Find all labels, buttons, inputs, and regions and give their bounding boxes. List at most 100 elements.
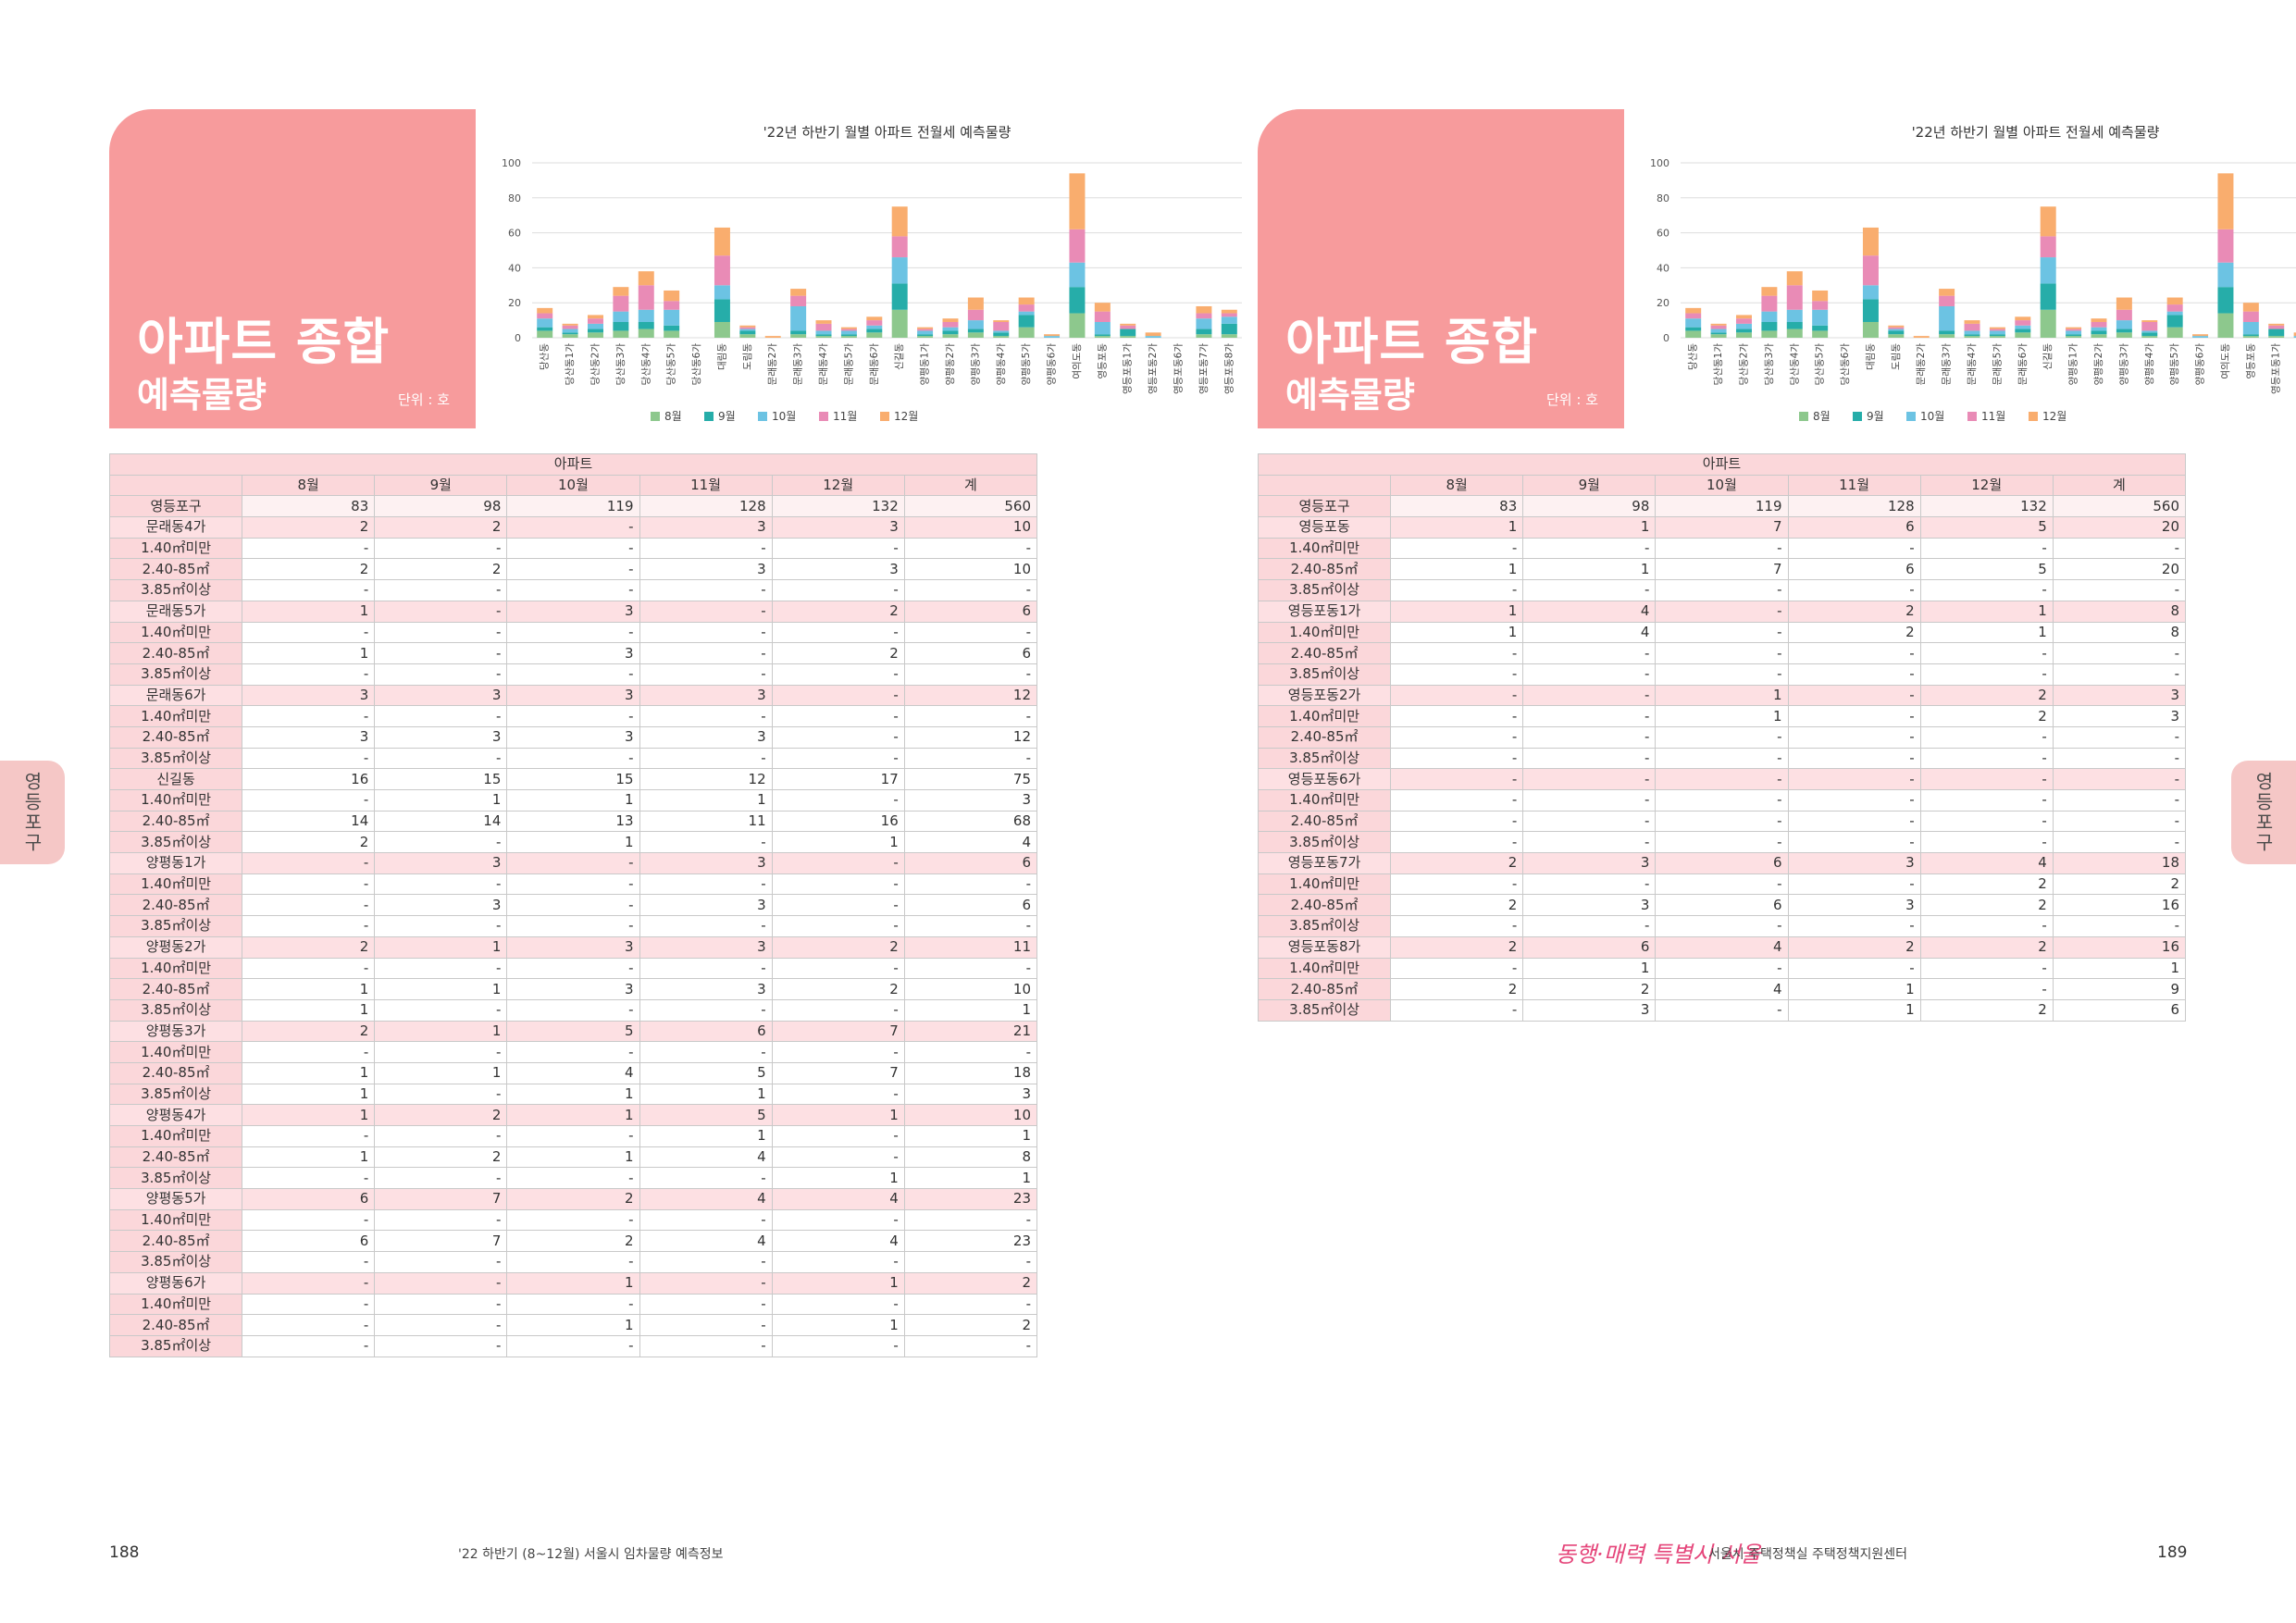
row-label: 신길동	[108, 768, 243, 790]
cell-value: -	[374, 642, 508, 664]
cell-value: -	[374, 579, 508, 601]
cell-value: 6	[903, 852, 1038, 874]
bar-segment	[1120, 328, 1136, 337]
table-row: 1.40㎡미만 - - - - - -	[108, 1208, 1038, 1232]
y-tick-label: 40	[1657, 262, 1669, 274]
cell-value: -	[1787, 873, 1921, 896]
bar-segment	[891, 309, 908, 338]
bar-segment	[1989, 330, 2005, 335]
cell-value: -	[1390, 725, 1524, 749]
cell-value: -	[1787, 663, 1921, 686]
x-tick-label: 양평동6가	[1047, 343, 1058, 386]
cell-value: 2	[1390, 935, 1524, 959]
table-row: 영등포동6가 - - - - - -	[1257, 768, 2187, 790]
row-label: 영등포동1가	[1257, 600, 1392, 623]
table-row: 1.40㎡미만 - - - - - -	[1257, 789, 2187, 812]
cell-value: -	[639, 1271, 773, 1295]
cell-value: -	[1655, 768, 1789, 790]
bar-segment	[1812, 301, 1829, 310]
row-label: 2.40-85㎡	[1257, 642, 1392, 664]
cell-value: 18	[903, 1061, 1038, 1084]
bar-segment	[2217, 287, 2234, 314]
cell-value: -	[2052, 642, 2187, 664]
side-tab-label: 영등포구	[2252, 772, 2275, 853]
table-row: 3.85㎡이상 - - - - - -	[1257, 831, 2187, 854]
x-tick-label: 영등포동2가	[1148, 343, 1159, 394]
column-header: 12월	[771, 474, 905, 497]
cell-value: -	[1390, 537, 1524, 560]
cell-value: -	[771, 998, 905, 1022]
cell-value: 3	[242, 725, 376, 749]
row-label: 1.40㎡미만	[1257, 873, 1392, 896]
y-tick-label: 80	[1657, 192, 1669, 204]
cell-value: -	[242, 747, 376, 770]
cell-value: 1	[2052, 957, 2187, 980]
bar-segment	[891, 236, 908, 258]
cell-value: 6	[903, 894, 1038, 917]
bar-segment	[664, 309, 680, 326]
cell-value: -	[771, 621, 905, 644]
forecast-table: 아파트 8월 9월 10월 11월 12월 계 영등포구 83 98 119 128 132 560 영등포…	[1257, 453, 2187, 1022]
cell-value: 6	[1655, 852, 1789, 874]
column-header: 11월	[639, 474, 773, 497]
cell-value: 2	[1390, 852, 1524, 874]
bar-segment	[917, 336, 934, 338]
table-row: 2.40-85㎡ - - - - - -	[1257, 725, 2187, 749]
row-label: 3.85㎡이상	[108, 998, 243, 1022]
cell-value: -	[639, 1251, 773, 1273]
legend-swatch	[1967, 412, 1977, 421]
hero-title: 아파트 종합	[137, 313, 391, 371]
bar-segment	[2242, 321, 2259, 335]
cell-value: -	[1919, 831, 2054, 854]
bar-segment	[613, 295, 629, 312]
x-tick-label: 양평동4가	[2144, 343, 2155, 386]
cell-value: -	[771, 725, 905, 749]
row-label: 3.85㎡이상	[108, 831, 243, 854]
cell-value: -	[639, 873, 773, 896]
cell-value: -	[1655, 725, 1789, 749]
cell-value: -	[242, 663, 376, 686]
cell-value: 1	[771, 1104, 905, 1126]
cell-value: 7	[771, 1020, 905, 1043]
bar-segment	[1120, 325, 1136, 329]
table-row: 문래동5가 1-3-2 6	[108, 600, 1038, 623]
y-tick-label: 0	[515, 332, 521, 344]
bar-segment	[1939, 334, 1955, 338]
cell-value: -	[2052, 768, 2187, 790]
row-label: 3.85㎡이상	[1257, 579, 1392, 601]
bar-segment	[2141, 320, 2158, 322]
cell-value: 23	[903, 1188, 1038, 1210]
row-label: 2.40-85㎡	[1257, 558, 1392, 581]
row-label: 영등포구	[1257, 495, 1392, 518]
cell-value: 2	[1919, 935, 2054, 959]
cell-value: -	[639, 998, 773, 1022]
cell-value: -	[1655, 621, 1789, 644]
cell-value: -	[1787, 768, 1921, 790]
row-label: 2.40-85㎡	[108, 558, 243, 581]
cell-value: 1	[639, 789, 773, 812]
cell-value: -	[1919, 915, 2054, 937]
cell-value: -	[242, 1251, 376, 1273]
bar-segment	[1685, 313, 1702, 319]
cell-value: 3	[2052, 684, 2187, 707]
cell-value: -	[374, 1314, 508, 1336]
cell-value: 1	[242, 978, 376, 1000]
row-label: 2.40-85㎡	[108, 1230, 243, 1253]
row-label: 2.40-85㎡	[1257, 894, 1392, 917]
cell-value: -	[1522, 789, 1657, 812]
table-row: 1.40㎡미만 1 4-2 1 8	[1257, 621, 2187, 644]
bar-segment	[1685, 327, 1702, 331]
bar-segment	[2141, 336, 2158, 338]
cell-value: 2	[242, 935, 376, 959]
bar-segment	[664, 301, 680, 310]
cell-value: 5	[639, 1061, 773, 1084]
cell-value: -	[771, 1293, 905, 1316]
cell-value: 3	[506, 935, 640, 959]
row-label: 3.85㎡이상	[108, 915, 243, 937]
bar-segment	[1710, 334, 1727, 338]
x-tick-label: 양평동1가	[920, 343, 931, 386]
table-row: 3.85㎡이상 - - - - - -	[108, 747, 1038, 770]
bar-segment	[917, 334, 934, 337]
cell-value: -	[1655, 789, 1789, 812]
bar-segment	[967, 332, 984, 338]
